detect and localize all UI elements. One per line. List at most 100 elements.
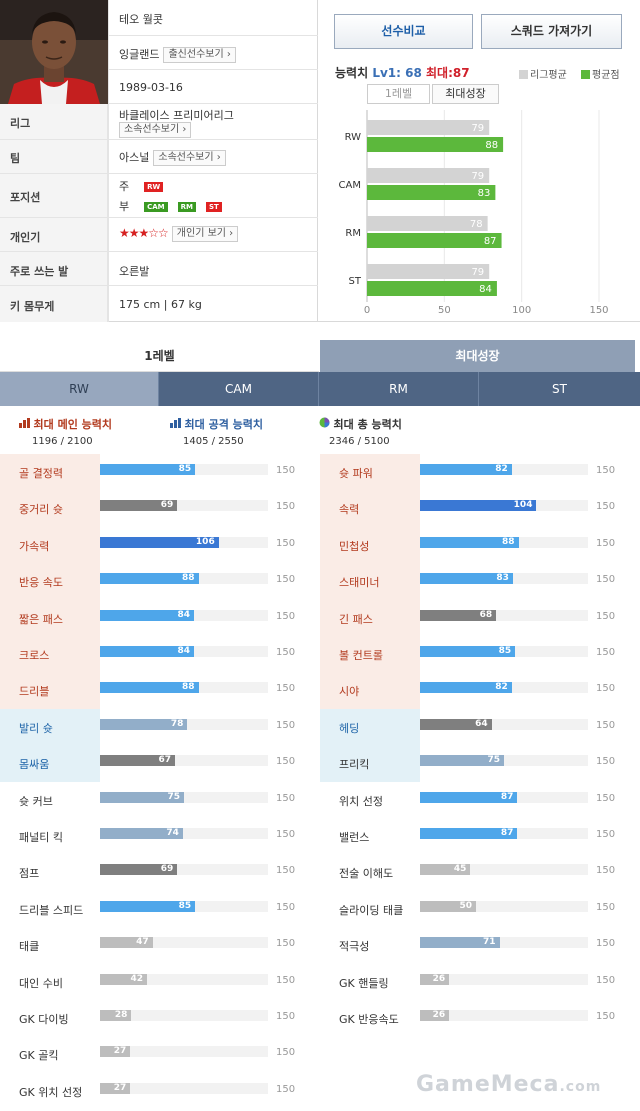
bar-chart-red-icon xyxy=(19,418,30,431)
summary-attack: 최대 공격 능력치 1405 / 2550 xyxy=(170,416,263,447)
tab-max-growth[interactable]: 최대성장 xyxy=(320,340,635,372)
toggle-max-growth[interactable]: 최대성장 xyxy=(432,84,499,104)
stat-value-bar: 85 xyxy=(100,464,196,475)
stat-row: 프리킥 75 150 xyxy=(320,745,638,781)
stat-track: 28 xyxy=(100,1010,268,1021)
stat-value-bar: 68 xyxy=(420,609,497,621)
stat-max: 150 xyxy=(276,865,296,877)
compare-player-button[interactable]: 선수비교 xyxy=(334,14,473,49)
average-score-bar xyxy=(367,137,504,152)
stat-max: 150 xyxy=(596,792,616,804)
tab-position-rm[interactable]: RM xyxy=(319,372,479,406)
stat-row: GK 위치 선정 27 150 xyxy=(0,1073,318,1109)
take-to-squad-button[interactable]: 스쿼드 가져가기 xyxy=(481,14,622,49)
stat-value-bar: 88 xyxy=(100,573,199,585)
stat-max: 150 xyxy=(276,974,296,986)
stat-value-bar: 82 xyxy=(420,682,512,694)
stat-max: 150 xyxy=(596,1011,616,1022)
main-stat-shade xyxy=(320,454,420,709)
stat-track: 85 xyxy=(100,900,268,912)
stat-name: 헤딩 xyxy=(339,721,360,735)
legend-swatch-green xyxy=(581,70,590,79)
league-players-button[interactable]: 소속선수보기 › xyxy=(119,122,192,138)
stat-track: 47 xyxy=(100,937,268,949)
stat-track: 69 xyxy=(100,864,268,876)
stat-max: 150 xyxy=(596,574,616,586)
stat-name: 가속력 xyxy=(19,539,50,553)
player-info-table: 테오 월콧 잉글랜드 출신선수보기 › 1989-03-16 리그 바클레이스 프… xyxy=(0,0,318,322)
stat-row: 슬라이딩 태클 50 150 xyxy=(320,891,638,927)
stat-name: 민첩성 xyxy=(339,539,370,553)
stat-max: 150 xyxy=(276,792,296,804)
toggle-level1[interactable]: 1레벨 xyxy=(367,84,430,104)
stat-max: 150 xyxy=(276,938,296,950)
stat-value-bar: 84 xyxy=(100,646,195,657)
bar-value-label: 84 xyxy=(479,284,492,295)
stat-max: 150 xyxy=(596,465,616,476)
stat-track: 50 xyxy=(420,900,588,912)
stat-value-bar: 106 xyxy=(100,536,219,548)
stat-row: 대인 수비 42 150 xyxy=(0,964,318,1000)
stat-row: 전술 이해도 45 150 xyxy=(320,854,638,890)
stat-row: 슛 커브 75 150 xyxy=(0,782,318,818)
stat-value-bar: 87 xyxy=(420,791,518,803)
team-players-button[interactable]: 소속선수보기 › xyxy=(153,150,226,166)
stat-value-bar: 75 xyxy=(100,791,184,803)
skill-view-button[interactable]: 개인기 보기 › xyxy=(171,226,239,242)
stat-max: 150 xyxy=(276,756,296,768)
stat-value-bar: 64 xyxy=(420,718,492,730)
stat-max: 150 xyxy=(276,829,296,840)
stat-value-bar: 74 xyxy=(100,828,183,839)
bar-chart-blue-icon xyxy=(170,418,181,431)
tab-position-cam[interactable]: CAM xyxy=(159,372,319,406)
stat-value-bar: 71 xyxy=(420,937,500,949)
stat-name: 발리 슛 xyxy=(19,721,53,735)
stat-row: 속력 104 150 xyxy=(320,490,638,526)
stat-max: 150 xyxy=(596,683,616,695)
stat-name: 드리블 스피드 xyxy=(19,903,84,917)
stat-row: GK 핸들링 26 150 xyxy=(320,964,638,1000)
stat-name: 시야 xyxy=(339,685,360,699)
pie-chart-icon xyxy=(319,417,330,431)
stat-value-bar: 69 xyxy=(100,864,178,876)
stat-track: 83 xyxy=(420,573,588,585)
stat-row: 긴 패스 68 150 xyxy=(320,600,638,636)
bar-value-label: 88 xyxy=(485,140,498,151)
skill-label: 개인기 xyxy=(10,231,41,244)
main-stat-shade xyxy=(0,454,100,709)
stat-row: 슛 파워 82 150 xyxy=(320,454,638,490)
tab-position-st[interactable]: ST xyxy=(552,382,567,396)
stat-name: 드리블 xyxy=(19,685,50,699)
stat-row: 짧은 패스 84 150 xyxy=(0,600,318,636)
main-position-label: 주 xyxy=(119,180,130,193)
nation-players-button[interactable]: 출신선수보기 › xyxy=(163,47,236,63)
stat-row: 드리블 스피드 85 150 xyxy=(0,891,318,927)
body-label: 키 몸무게 xyxy=(10,300,55,313)
stat-name: 슛 파워 xyxy=(339,467,373,480)
category-label: ST xyxy=(349,276,362,287)
stat-value-bar: 78 xyxy=(100,718,188,730)
tab-position-rw[interactable]: RW xyxy=(0,372,159,406)
stat-row: 헤딩 64 150 xyxy=(320,709,638,745)
foot-label: 주로 쓰는 발 xyxy=(10,265,69,278)
skill-stars: ★★★☆☆ xyxy=(119,226,169,240)
stat-name: 위치 선정 xyxy=(339,794,383,808)
stat-value-bar: 45 xyxy=(420,864,471,876)
stat-name: 골 결정력 xyxy=(19,467,63,480)
sub-position-tag: CAM xyxy=(144,202,168,212)
attack-stat-shade xyxy=(0,708,100,782)
bar-value-label: 79 xyxy=(471,171,484,182)
stat-row: 밸런스 87 150 xyxy=(320,818,638,854)
tab-level1[interactable]: 1레벨 xyxy=(0,340,319,372)
stat-value-bar: 28 xyxy=(100,1010,132,1021)
stat-track: 82 xyxy=(420,464,588,475)
stat-value-bar: 88 xyxy=(100,682,199,694)
stat-track: 42 xyxy=(100,973,268,985)
stat-max: 150 xyxy=(276,647,296,658)
stat-row: 민첩성 88 150 xyxy=(320,527,638,563)
stat-max: 150 xyxy=(276,610,296,622)
stat-value-bar: 84 xyxy=(100,609,195,621)
stat-name: 긴 패스 xyxy=(339,612,373,626)
stat-track: 45 xyxy=(420,864,588,876)
stat-max: 150 xyxy=(596,829,616,840)
